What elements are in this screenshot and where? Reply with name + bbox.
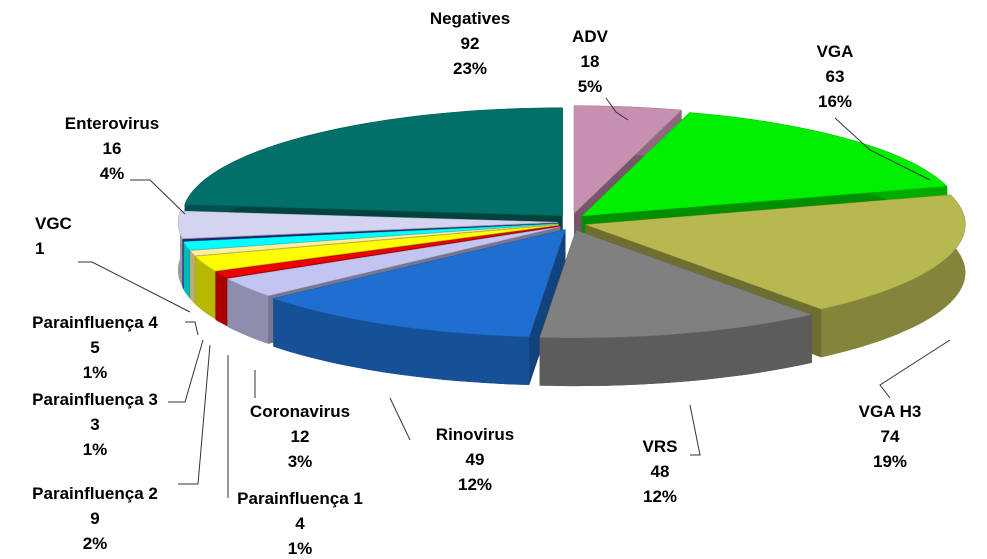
slice-percent: 4% (100, 164, 125, 183)
leader-line (605, 97, 629, 121)
slice-percent: 3% (288, 452, 313, 471)
slice-value: 48 (651, 462, 670, 481)
slice-value: 12 (291, 427, 310, 446)
slice-label: Parainfluença 1 (237, 489, 363, 508)
slice-label: VGA (817, 42, 854, 61)
slice-value: 92 (461, 34, 480, 53)
slice-label: VGC (35, 214, 72, 233)
slice-percent: 16% (818, 92, 852, 111)
slice-top (581, 112, 948, 217)
slice-label: Enterovirus (65, 114, 159, 133)
slice-label: Negatives (430, 9, 510, 28)
slice-label: VGA H3 (859, 402, 922, 421)
slice-value: 63 (826, 67, 845, 86)
slice-value: 74 (881, 427, 900, 446)
slice-side (183, 241, 190, 299)
slice-label: VRS (643, 437, 678, 456)
slice-label: Parainfluença 2 (32, 484, 158, 503)
slice-side (215, 271, 227, 326)
slice-percent: 23% (453, 59, 487, 78)
leader-line (689, 404, 701, 456)
slice-top (226, 226, 561, 297)
slice-side (273, 298, 530, 385)
slice-top (189, 223, 559, 256)
slice-top (194, 224, 559, 272)
slice-top (182, 223, 559, 242)
leader-line (168, 339, 204, 403)
slice-label: Parainfluença 3 (32, 390, 158, 409)
slice-label: Rinovirus (436, 425, 514, 444)
pie (177, 105, 966, 387)
slice-value: 18 (581, 52, 600, 71)
slice-value: 1 (35, 239, 44, 258)
slice-top (177, 210, 559, 239)
slice-value: 3 (90, 415, 99, 434)
slice-top (183, 223, 559, 251)
slice-value: 5 (90, 338, 99, 357)
slice-percent: 1% (83, 440, 108, 459)
slice-value: 9 (90, 509, 99, 528)
leader-line (834, 117, 931, 181)
slice-top (214, 225, 560, 279)
slice-percent: 5% (578, 77, 603, 96)
slice-percent: 1% (288, 539, 313, 558)
slice-value: 4 (295, 514, 305, 533)
slice-label: ADV (572, 27, 609, 46)
slice-label: Parainfluença 4 (32, 313, 158, 332)
slice-top (573, 105, 683, 215)
slice-side (821, 194, 966, 358)
slice-top (585, 194, 966, 310)
slice-percent: 19% (873, 452, 907, 471)
slice-side (182, 239, 184, 290)
slice-label: Coronavirus (250, 402, 350, 421)
slice-top (539, 229, 813, 339)
leader-line (185, 321, 199, 336)
slice-side (227, 278, 269, 344)
slice-top (272, 229, 566, 338)
slice-value: 16 (103, 139, 122, 158)
leader-line (178, 344, 211, 485)
slice-side (539, 314, 812, 387)
slice (539, 229, 813, 387)
slice-top (184, 107, 563, 217)
slice-percent: 12% (643, 487, 677, 506)
slice-percent: 12% (458, 475, 492, 494)
slice-side (190, 250, 195, 304)
slice-value: 49 (466, 450, 485, 469)
leader-line (78, 261, 191, 313)
leader-line (879, 339, 951, 399)
slice-side (195, 256, 215, 319)
slice-percent: 2% (83, 534, 108, 553)
leader-line (130, 179, 186, 215)
slice-percent: 1% (83, 363, 108, 382)
slice (272, 229, 566, 385)
leader-line (389, 397, 411, 441)
